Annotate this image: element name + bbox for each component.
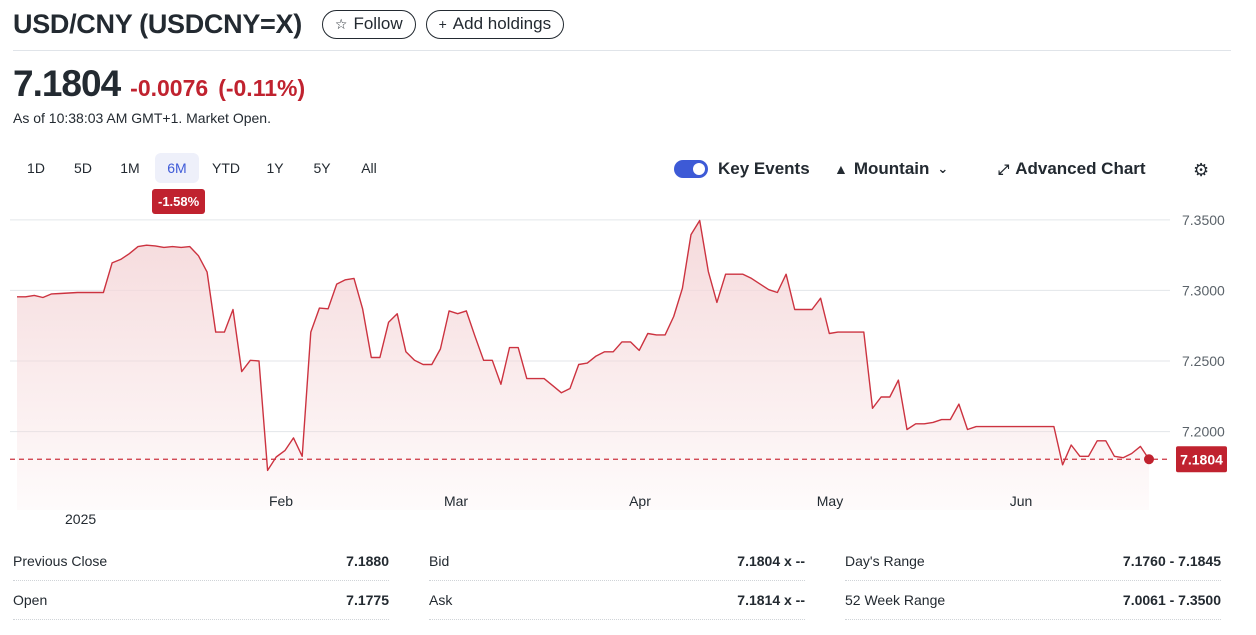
range-5y-button[interactable]: 5Y [313,160,331,176]
quote-summary: 7.1804 -0.0076 (-0.11%) [13,63,305,105]
y-tick-label: 7.3500 [1182,212,1225,228]
stat-value: 7.1880 [346,553,389,569]
follow-label: Follow [353,14,403,33]
last-price-label: 7.1804 [1180,451,1223,467]
stat-value: 7.1804 x -- [737,553,805,569]
stats-column: Previous Close 7.1880 Open 7.1775 [13,542,389,620]
stat-label: Ask [429,592,453,608]
stat-row-52-week-range: 52 Week Range 7.0061 - 7.3500 [845,581,1221,620]
add-holdings-label: Add holdings [452,14,552,33]
x-tick-label: May [817,493,843,509]
last-price-badge [1176,446,1227,473]
chart-type-dropdown[interactable]: ▲ Mountain ⌄ [834,155,948,183]
stats-column: Bid 7.1804 x -- Ask 7.1814 x -- [429,542,805,620]
range-5d-button[interactable]: 5D [74,160,92,176]
range-1m-button[interactable]: 1M [120,160,140,176]
range-1y-button[interactable]: 1Y [266,160,284,176]
stat-row-ask: Ask 7.1814 x -- [429,581,805,620]
follow-button[interactable]: ☆ Follow [321,9,416,39]
y-tick-label: 7.2000 [1182,424,1225,440]
add-holdings-button[interactable]: + Add holdings [425,9,565,39]
stat-row-bid: Bid 7.1804 x -- [429,542,805,581]
price-change-percent: (-0.11%) [218,75,306,101]
price-area [17,220,1149,510]
price-change: -0.0076 [130,75,209,101]
range-selector: 1D 5D 1M 6M YTD 1Y 5Y All [14,153,394,183]
x-tick-label: Mar [444,493,468,509]
stat-label: Bid [429,553,450,569]
quote-header: USD/CNY (USDCNY=X) ☆ Follow + Add holdin… [13,6,1231,51]
stat-row-days-range: Day's Range 7.1760 - 7.1845 [845,542,1221,581]
year-label: 2025 [65,511,97,527]
market-status: As of 10:38:03 AM GMT+1. Market Open. [13,110,271,126]
star-icon: ☆ [334,16,348,32]
price-line [17,219,1150,472]
plus-icon: + [438,16,447,32]
stat-label: Day's Range [845,553,925,569]
range-change-badge: -1.58% [152,189,206,214]
stat-value: 7.0061 - 7.3500 [1122,592,1221,608]
stat-value: 7.1814 x -- [737,592,805,608]
range-all-button[interactable]: All [361,160,377,176]
stat-row-open: Open 7.1775 [13,581,389,620]
y-tick-label: 7.3000 [1182,282,1225,298]
advanced-chart-label: Advanced Chart [1015,159,1146,178]
stat-value: 7.1775 [346,592,389,608]
last-price-dot [1144,454,1154,465]
stat-label: Previous Close [13,553,108,569]
current-price: 7.1804 [13,63,121,104]
x-tick-label: Apr [629,493,651,509]
key-events-toggle[interactable]: Key Events [674,155,810,183]
key-events-label: Key Events [718,159,810,178]
range-6m-button[interactable]: 6M [155,153,199,183]
toggle-switch[interactable] [674,160,708,178]
stat-label: 52 Week Range [845,592,946,608]
x-tick-label: Feb [269,493,293,509]
page-title: USD/CNY (USDCNY=X) [13,8,302,39]
stat-label: Open [13,592,48,608]
range-1d-button[interactable]: 1D [27,160,45,176]
expand-icon: ⤢ [998,160,1010,177]
range-ytd-button[interactable]: YTD [212,160,240,176]
stat-value: 7.1760 - 7.1845 [1122,553,1221,569]
stat-row-previous-close: Previous Close 7.1880 [13,542,389,581]
y-tick-label: 7.2500 [1182,353,1225,369]
stats-column: Day's Range 7.1760 - 7.1845 52 Week Rang… [845,542,1221,620]
gear-icon[interactable]: ⚙ [1193,160,1210,180]
x-tick-label: Jun [1010,493,1033,509]
advanced-chart-button[interactable]: ⤢ Advanced Chart [998,155,1146,183]
chevron-down-icon: ⌄ [937,161,949,176]
chart-type-label: Mountain [853,159,930,178]
mountain-icon: ▲ [834,161,848,177]
price-chart[interactable]: 7.3500 7.3000 7.2500 7.2000 7.1804 Feb Mar Apr M… [0,200,1256,510]
